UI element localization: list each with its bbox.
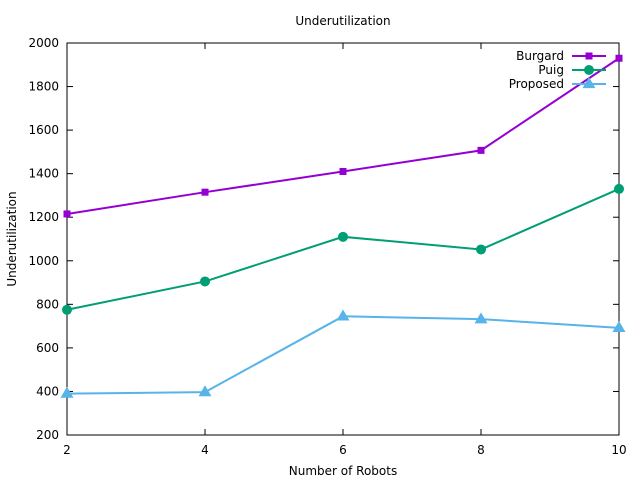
y-tick-label: 200	[36, 428, 59, 442]
x-tick-label: 6	[339, 443, 347, 457]
x-tick-label: 2	[63, 443, 71, 457]
legend-marker-burgard	[585, 52, 593, 60]
data-point-burgard	[615, 54, 623, 62]
legend-label-burgard: Burgard	[516, 49, 564, 63]
y-tick-label: 400	[36, 384, 59, 398]
legend-label-puig: Puig	[538, 63, 564, 77]
y-tick-label: 600	[36, 341, 59, 355]
series-line-proposed	[66, 315, 620, 395]
data-point-puig	[338, 231, 348, 242]
data-point-puig	[62, 304, 72, 315]
data-point-proposed	[474, 312, 488, 324]
series-puig	[62, 183, 624, 315]
x-axis-label: Number of Robots	[289, 464, 397, 478]
series-layer	[60, 54, 626, 398]
data-point-proposed	[336, 309, 350, 321]
data-point-proposed	[198, 385, 212, 397]
legend-marker-puig	[584, 65, 594, 75]
legend-marker-proposed	[582, 77, 596, 89]
y-tick-label: 800	[36, 297, 59, 311]
y-tick-label: 1800	[28, 80, 59, 94]
y-axis: 200 400 600 800 1000 1200 1400 1600 1800 2000	[28, 36, 619, 442]
y-tick-label: 1600	[28, 123, 59, 137]
data-point-burgard	[339, 167, 347, 175]
y-tick-label: 1000	[28, 254, 59, 268]
y-tick-label: 1200	[28, 210, 59, 224]
legend-label-proposed: Proposed	[509, 77, 564, 91]
series-burgard	[63, 54, 623, 218]
data-point-puig	[476, 244, 486, 255]
x-tick-label: 8	[477, 443, 485, 457]
x-tick-label: 10	[611, 443, 626, 457]
data-point-puig	[200, 276, 210, 287]
data-point-proposed	[612, 321, 626, 333]
x-tick-label: 4	[201, 443, 209, 457]
y-axis-label: Underutilization	[5, 191, 19, 286]
x-axis: 2 4 6 8 10	[63, 43, 627, 457]
data-point-burgard	[63, 210, 71, 218]
series-line-puig	[66, 187, 620, 311]
data-point-puig	[614, 183, 624, 194]
data-point-burgard	[201, 188, 209, 196]
data-point-proposed	[60, 386, 74, 398]
chart-title: Underutilization	[295, 14, 390, 28]
y-tick-label: 1400	[28, 167, 59, 181]
data-point-burgard	[477, 146, 485, 154]
series-proposed	[60, 309, 626, 398]
y-tick-label: 2000	[28, 36, 59, 50]
